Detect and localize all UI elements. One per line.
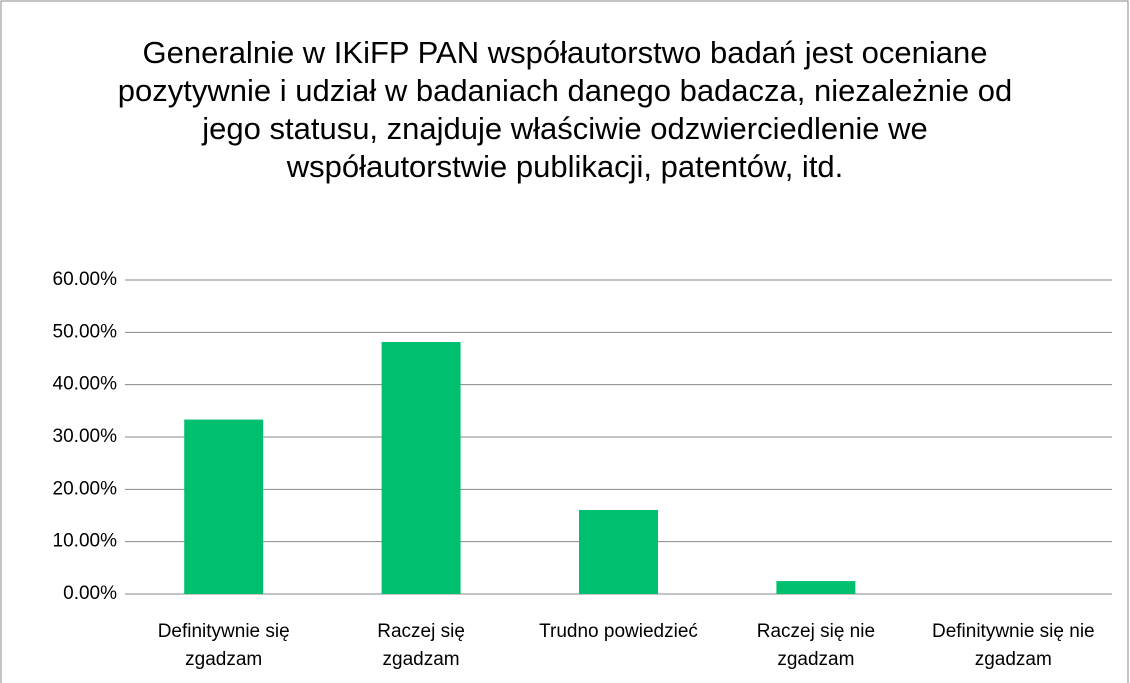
x-tick-label: Raczej się zgadzam (377, 621, 465, 670)
x-tick-label: Definitywnie się zgadzam (158, 621, 290, 670)
y-tick-label: 30.00% (53, 426, 118, 447)
y-tick-label: 50.00% (53, 321, 118, 342)
x-tick-label: Trudno powiedzieć (539, 621, 698, 642)
y-tick-label: 10.00% (53, 531, 118, 552)
y-tick-label: 60.00% (53, 269, 118, 290)
y-tick-label: 40.00% (53, 374, 118, 395)
y-tick-label: 0.00% (63, 583, 117, 604)
chart-title: Generalnie w IKiFP PAN współautorstwo ba… (118, 35, 1012, 184)
bar (184, 419, 264, 594)
bar (579, 510, 658, 594)
bar (776, 581, 856, 594)
x-tick-label: Definitywnie się nie zgadzam (932, 621, 1095, 670)
bar (381, 342, 461, 594)
x-tick-label: Raczej się nie zgadzam (757, 621, 875, 670)
y-tick-label: 20.00% (53, 478, 118, 499)
